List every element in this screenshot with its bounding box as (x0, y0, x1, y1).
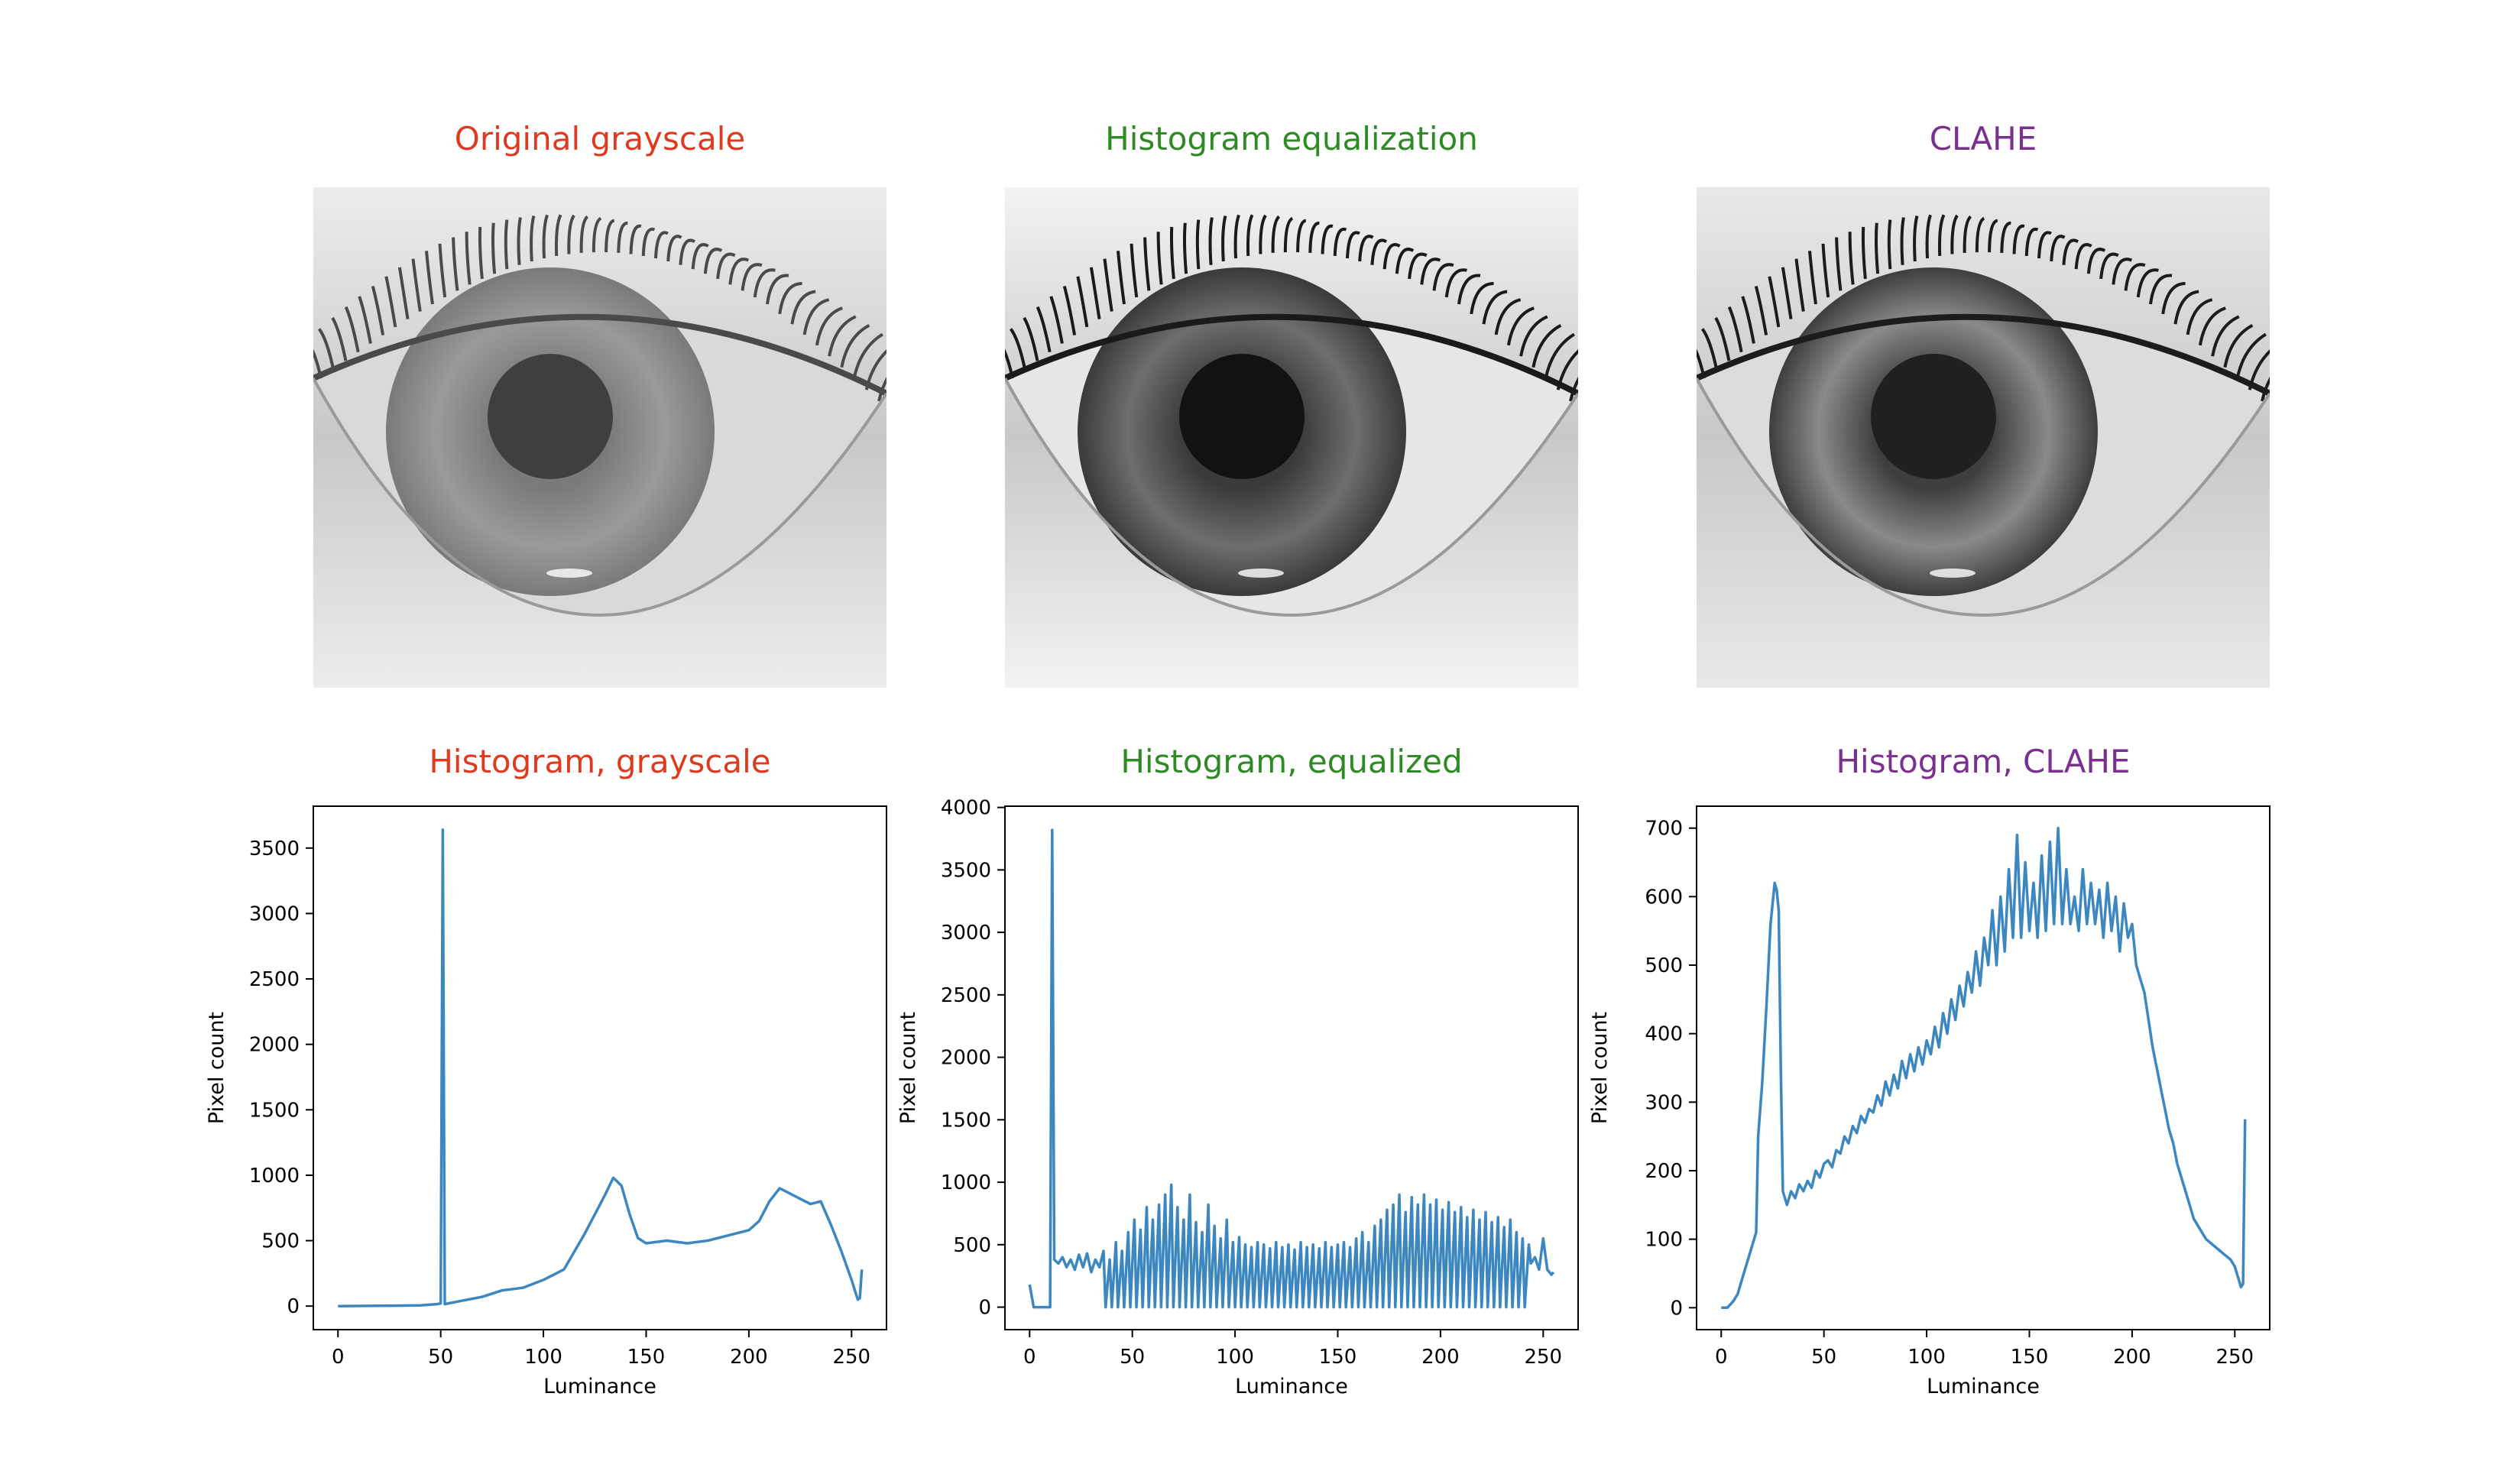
chart-title: Histogram, equalized (1120, 743, 1462, 780)
x-tick-label: 250 (832, 1346, 870, 1369)
axes-frame (313, 805, 887, 1330)
eye-reflection (1930, 569, 1976, 578)
y-axis-label: Pixel count (1588, 1012, 1612, 1124)
y-tick-label: 400 (1645, 1023, 1683, 1046)
upper-eyelid (1005, 313, 1578, 397)
histogram-line (1028, 828, 1555, 1309)
y-tick-label: 100 (1645, 1229, 1683, 1252)
lower-eyelid (313, 377, 886, 617)
y-tick-label: 2000 (941, 1047, 991, 1070)
y-tick-label: 1000 (249, 1165, 300, 1188)
eye-image-equalized (1005, 187, 1578, 688)
histogram-chart-2: Histogram, CLAHE 0 50 100 150 200 250 0 100 200 30… (1588, 743, 2270, 1398)
x-tick-label: 150 (627, 1346, 666, 1369)
y-tick-label: 2000 (249, 1034, 300, 1057)
y-tick-label: 500 (261, 1230, 300, 1253)
y-tick-label: 0 (1670, 1297, 1683, 1320)
y-tick-label: 200 (1645, 1160, 1683, 1183)
x-tick-label: 0 (1715, 1346, 1728, 1369)
x-tick-label: 100 (524, 1346, 562, 1369)
x-tick-label: 100 (1907, 1346, 1946, 1369)
x-tick-label: 0 (1023, 1346, 1036, 1369)
chart-title: Histogram, grayscale (429, 743, 770, 780)
x-tick-label: 250 (1524, 1346, 1562, 1369)
panel-title-original: Original grayscale (454, 120, 746, 157)
axes-frame (1696, 805, 2270, 1330)
y-axis-label: Pixel count (205, 1012, 229, 1124)
x-axis-label: Luminance (1235, 1375, 1348, 1398)
y-tick-label: 0 (978, 1297, 991, 1320)
y-tick-label: 2500 (941, 984, 991, 1007)
eye-reflection (546, 569, 592, 578)
histogram-line (1721, 826, 2247, 1310)
upper-eyelid (1697, 313, 2270, 397)
axes-frame (1004, 805, 1579, 1330)
y-tick-label: 1500 (249, 1099, 300, 1122)
y-tick-label: 1000 (941, 1171, 991, 1194)
x-tick-label: 150 (1319, 1346, 1357, 1369)
x-tick-label: 100 (1216, 1346, 1254, 1369)
pupil (1179, 354, 1305, 479)
upper-eyelid (313, 313, 886, 397)
x-tick-label: 0 (332, 1346, 345, 1369)
x-axis-label: Luminance (543, 1375, 656, 1398)
y-tick-label: 500 (953, 1234, 991, 1257)
panel-title-equalized: Histogram equalization (1105, 120, 1478, 157)
y-tick-label: 0 (287, 1295, 300, 1318)
y-tick-label: 500 (1645, 954, 1683, 977)
eyelashes (313, 214, 886, 402)
panel-title-clahe: CLAHE (1929, 120, 2037, 157)
y-tick-label: 600 (1645, 886, 1683, 909)
y-tick-label: 2500 (249, 968, 300, 991)
pupil (1871, 354, 1996, 479)
y-tick-label: 3000 (941, 922, 991, 945)
x-tick-label: 150 (2011, 1346, 2049, 1369)
eye-reflection (1238, 569, 1284, 578)
eye-image-clahe (1697, 187, 2270, 688)
eye-image-original (313, 187, 886, 688)
lower-eyelid (1697, 377, 2270, 617)
y-tick-label: 3000 (249, 902, 300, 925)
y-axis-label: Pixel count (896, 1012, 920, 1124)
y-tick-label: 3500 (941, 859, 991, 882)
x-tick-label: 200 (2113, 1346, 2151, 1369)
x-tick-label: 50 (1120, 1346, 1145, 1369)
x-tick-label: 200 (730, 1346, 768, 1369)
x-tick-label: 250 (2215, 1346, 2254, 1369)
eyelashes (1697, 214, 2270, 402)
chart-title: Histogram, CLAHE (1836, 743, 2130, 780)
y-tick-label: 300 (1645, 1091, 1683, 1114)
y-tick-label: 3500 (249, 838, 300, 860)
y-tick-label: 4000 (941, 797, 991, 820)
lower-eyelid (1005, 377, 1578, 617)
x-axis-label: Luminance (1927, 1375, 2040, 1398)
y-tick-label: 700 (1645, 818, 1683, 841)
pupil (488, 354, 613, 479)
x-tick-label: 200 (1421, 1346, 1460, 1369)
y-tick-label: 1500 (941, 1109, 991, 1132)
x-tick-label: 50 (1811, 1346, 1836, 1369)
histogram-line (338, 828, 864, 1307)
x-tick-label: 50 (428, 1346, 453, 1369)
